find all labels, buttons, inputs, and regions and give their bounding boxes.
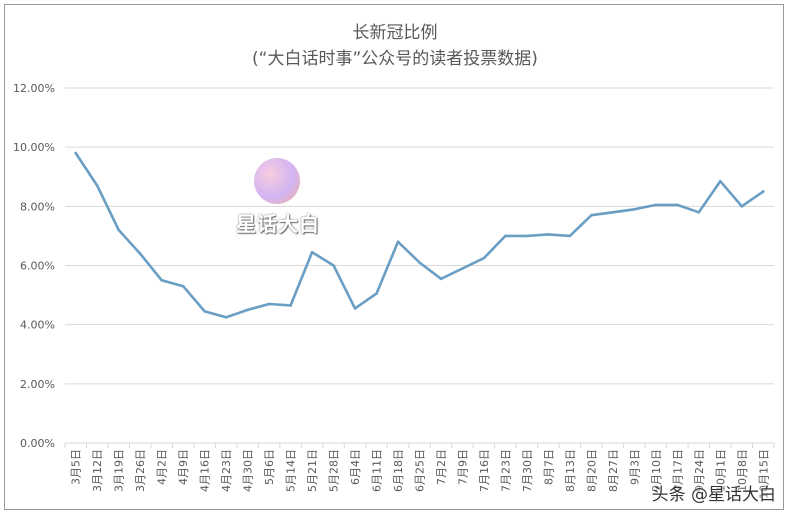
x-tick-label: 9月17日 [671, 449, 684, 492]
x-tick-label: 10月1日 [714, 449, 727, 492]
data-point [439, 277, 443, 281]
data-point [267, 302, 271, 306]
data-point [504, 234, 507, 238]
data-point [547, 233, 550, 236]
y-tick-label: 8.00% [20, 200, 55, 213]
data-point [611, 210, 615, 214]
x-tick-label: 5月28日 [328, 449, 341, 492]
data-point [74, 151, 78, 155]
x-tick-label: 8月7日 [542, 449, 555, 485]
data-point [718, 179, 722, 183]
watermark: 头条 @星话大白 [651, 485, 776, 505]
data-point [461, 267, 464, 270]
data-point [246, 308, 249, 312]
data-point [568, 234, 572, 238]
data-point [353, 307, 357, 310]
y-tick-label: 0.00% [20, 437, 55, 450]
x-tick-label: 6月4日 [349, 449, 362, 485]
x-tick-label: 8月13日 [564, 449, 577, 492]
data-point [375, 292, 378, 295]
x-tick-label: 10月15日 [757, 449, 770, 499]
data-point [203, 310, 206, 313]
data-point [740, 205, 744, 208]
x-tick-label: 4月2日 [156, 449, 169, 485]
x-tick-label: 8月27日 [607, 449, 620, 492]
y-tick-label: 2.00% [20, 378, 55, 391]
data-point [138, 252, 142, 255]
data-point [697, 210, 701, 214]
x-tick-label: 3月26日 [134, 449, 147, 492]
chart-title: 长新冠比例 [352, 23, 438, 43]
data-point [289, 304, 292, 307]
x-tick-label: 9月3日 [628, 449, 641, 485]
data-point [117, 228, 121, 232]
x-tick-label: 3月19日 [113, 449, 126, 492]
x-tick-label: 9月10日 [650, 449, 663, 492]
data-point [332, 264, 335, 267]
x-tick-label: 8月20日 [585, 449, 598, 492]
x-tick-label: 7月30日 [521, 449, 534, 492]
x-tick-label: 3月5日 [70, 449, 83, 485]
y-tick-label: 6.00% [20, 260, 55, 273]
x-tick-label: 9月24日 [693, 449, 706, 492]
data-point [418, 261, 421, 264]
data-point [224, 315, 228, 319]
x-tick-label: 4月30日 [242, 449, 255, 492]
x-tick-label: 4月9日 [177, 449, 190, 485]
x-tick-label: 6月11日 [371, 449, 384, 492]
series-line [74, 151, 765, 319]
x-tick-label: 6月18日 [392, 449, 405, 492]
data-point [633, 207, 636, 211]
data-point [761, 190, 765, 193]
x-tick-label: 7月16日 [478, 449, 491, 492]
data-point [396, 240, 400, 244]
y-tick-label: 12.00% [13, 82, 55, 95]
chart-subtitle: (“大白话时事”公众号的读者投票数据) [252, 49, 538, 69]
x-tick-label: 5月6日 [263, 449, 276, 485]
x-tick-label: 5月14日 [285, 449, 298, 492]
data-point [482, 256, 486, 260]
data-point [654, 203, 658, 207]
y-tick-label: 4.00% [20, 319, 55, 332]
data-point [525, 234, 529, 238]
y-tick-label: 10.00% [13, 141, 55, 154]
x-tick-label: 10月8日 [736, 449, 749, 492]
rabbit-logo-icon [254, 158, 300, 204]
logo-text: 星话大白 [236, 212, 320, 236]
data-point [676, 203, 679, 207]
x-tick-label: 7月9日 [456, 449, 469, 485]
x-tick-label: 5月21日 [306, 449, 319, 492]
data-point [590, 213, 593, 217]
data-point [95, 184, 99, 187]
x-tick-label: 4月23日 [220, 449, 233, 492]
data-point [310, 250, 314, 254]
x-tick-label: 7月23日 [499, 449, 512, 492]
x-tick-label: 7月2日 [435, 449, 448, 485]
x-tick-label: 4月16日 [199, 449, 212, 492]
x-tick-label: 6月25日 [414, 449, 427, 492]
data-point [181, 284, 185, 288]
x-tick-label: 3月12日 [91, 449, 104, 492]
data-point [160, 278, 163, 282]
